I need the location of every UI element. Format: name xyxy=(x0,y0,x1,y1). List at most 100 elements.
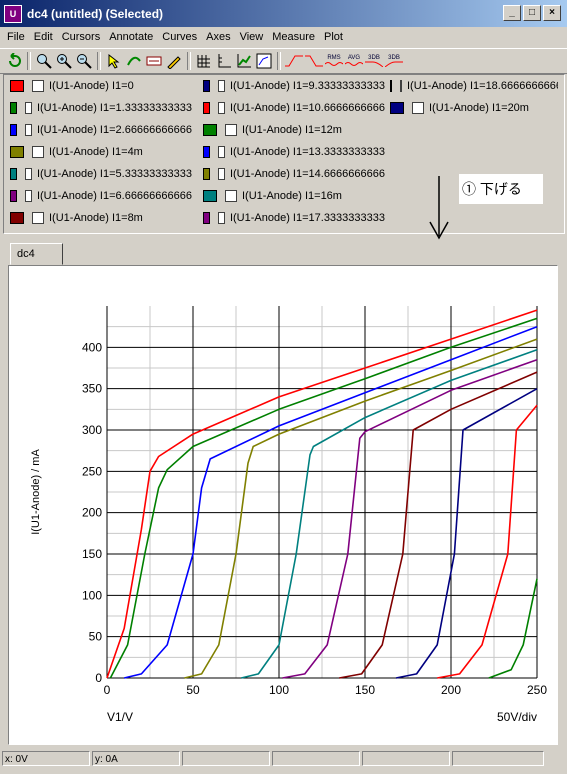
x-tick-label: 150 xyxy=(355,683,375,697)
legend-item[interactable]: I(U1-Anode) I1=4m xyxy=(10,144,192,160)
menu-cursors[interactable]: Cursors xyxy=(61,31,101,43)
x-scale-label: 50V/div xyxy=(497,710,537,724)
rms-icon[interactable]: RMS xyxy=(324,51,344,71)
legend-checkbox[interactable] xyxy=(25,124,32,136)
legend-item[interactable]: I(U1-Anode) I1=13.3333333333 xyxy=(203,144,385,160)
legend-swatch xyxy=(203,80,211,92)
legend-checkbox[interactable] xyxy=(218,80,225,92)
menu-annotate[interactable]: Annotate xyxy=(109,31,154,43)
select-curve-icon[interactable] xyxy=(124,51,144,71)
legend-label: I(U1-Anode) I1=12m xyxy=(242,124,342,136)
zoom-out-icon[interactable] xyxy=(74,51,94,71)
legend-swatch xyxy=(10,190,18,202)
menu-edit[interactable]: Edit xyxy=(33,31,53,43)
legend-item[interactable]: I(U1-Anode) I1=16m xyxy=(203,188,385,204)
legend-checkbox[interactable] xyxy=(218,168,225,180)
legend-item[interactable]: I(U1-Anode) I1=14.6666666666 xyxy=(203,166,385,182)
status-pane-6 xyxy=(452,751,544,766)
edit-curve-icon[interactable] xyxy=(164,51,184,71)
legend-item[interactable]: I(U1-Anode) I1=5.33333333333 xyxy=(10,166,192,182)
maximize-button[interactable]: □ xyxy=(523,5,541,21)
rms-label: RMS xyxy=(327,55,341,61)
legend-checkbox[interactable] xyxy=(225,124,237,136)
fall-time-icon[interactable] xyxy=(304,51,324,71)
x-axis-label: V1/V xyxy=(107,710,133,724)
legend-checkbox[interactable] xyxy=(32,146,44,158)
close-button[interactable]: × xyxy=(543,5,561,21)
menu-view[interactable]: View xyxy=(239,31,264,43)
y-tick-label: 150 xyxy=(82,547,102,561)
legend-swatch xyxy=(10,168,18,180)
legend-swatch xyxy=(10,212,24,224)
window-title: dc4 (untitled) (Selected) xyxy=(27,6,164,21)
series-line-1 xyxy=(106,309,538,679)
title-bar[interactable]: U dc4 (untitled) (Selected) _ □ × xyxy=(0,0,567,27)
legend-checkbox[interactable] xyxy=(218,102,225,114)
legend-label: I(U1-Anode) I1=5.33333333333 xyxy=(36,168,192,180)
legend-checkbox[interactable] xyxy=(400,80,402,92)
legend-item[interactable]: I(U1-Anode) I1=6.66666666666 xyxy=(10,188,192,204)
plot-area[interactable]: 0 50 100 150 200 250 0 50 100 150 200 250 300 350 400 I… xyxy=(8,265,558,745)
legend-checkbox[interactable] xyxy=(412,102,424,114)
legend-checkbox[interactable] xyxy=(32,212,44,224)
legend-checkbox[interactable] xyxy=(25,102,32,114)
3db-label-2: 3DB xyxy=(388,55,400,61)
legend-swatch xyxy=(203,212,211,224)
series-line-8 xyxy=(395,388,538,679)
legend-label: I(U1-Anode) I1=1.33333333333 xyxy=(36,102,192,114)
toolbar: RMS AVG 3DB 3DB xyxy=(0,48,567,74)
legend-item[interactable]: I(U1-Anode) I1=12m xyxy=(203,122,385,138)
minimize-button[interactable]: _ xyxy=(503,5,521,21)
plot-manager-icon[interactable] xyxy=(254,51,274,71)
series-line-7 xyxy=(339,371,538,679)
legend-label: I(U1-Anode) I1=17.3333333333 xyxy=(229,212,385,224)
legend-checkbox[interactable] xyxy=(218,212,225,224)
legend-swatch xyxy=(390,80,392,92)
rise-time-icon[interactable] xyxy=(284,51,304,71)
text-label-icon[interactable] xyxy=(144,51,164,71)
menu-axes[interactable]: Axes xyxy=(206,31,231,43)
bandwidth-high-icon[interactable]: 3DB xyxy=(384,51,404,71)
legend-item[interactable]: I(U1-Anode) I1=0 xyxy=(10,78,192,94)
y-tick-label: 100 xyxy=(82,588,102,602)
legend-checkbox[interactable] xyxy=(225,190,237,202)
legend-swatch xyxy=(390,102,404,114)
legend-item[interactable]: I(U1-Anode) I1=2.66666666666 xyxy=(10,122,192,138)
app-icon: U xyxy=(4,4,22,23)
y-tick-label: 0 xyxy=(95,671,102,685)
cursor-icon[interactable] xyxy=(104,51,124,71)
bandwidth-low-icon[interactable]: 3DB xyxy=(364,51,384,71)
zoom-icon[interactable] xyxy=(34,51,54,71)
tab-dc4[interactable]: dc4 (I(U1-Anode)) xyxy=(10,243,64,300)
legend-item[interactable]: I(U1-Anode) I1=20m xyxy=(390,100,558,116)
chart-icon[interactable] xyxy=(234,51,254,71)
undo-icon[interactable] xyxy=(4,51,24,71)
legend-item[interactable]: I(U1-Anode) I1=18.6666666666 xyxy=(390,78,558,94)
legend-item[interactable]: I(U1-Anode) I1=1.33333333333 xyxy=(10,100,192,116)
status-y: y: 0A xyxy=(92,751,180,766)
legend-checkbox[interactable] xyxy=(218,146,225,158)
legend-panel: I(U1-Anode) I1=0 I(U1-Anode) I1=1.3333333… xyxy=(3,74,565,234)
legend-swatch xyxy=(203,124,217,136)
legend-checkbox[interactable] xyxy=(25,190,32,202)
grid-icon[interactable] xyxy=(194,51,214,71)
average-icon[interactable]: AVG xyxy=(344,51,364,71)
legend-item[interactable]: I(U1-Anode) I1=17.3333333333 xyxy=(203,210,385,226)
y-tick-label: 300 xyxy=(82,423,102,437)
menu-plot[interactable]: Plot xyxy=(324,31,343,43)
legend-label: I(U1-Anode) I1=4m xyxy=(49,146,143,158)
series-line-3 xyxy=(124,325,538,679)
menu-file[interactable]: File xyxy=(7,31,25,43)
legend-label: I(U1-Anode) I1=8m xyxy=(49,212,143,224)
menu-curves[interactable]: Curves xyxy=(162,31,198,43)
axis-icon[interactable] xyxy=(214,51,234,71)
legend-item[interactable]: I(U1-Anode) I1=9.33333333333 xyxy=(203,78,385,94)
legend-checkbox[interactable] xyxy=(32,80,44,92)
legend-item[interactable]: I(U1-Anode) I1=8m xyxy=(10,210,192,226)
menu-measure[interactable]: Measure xyxy=(272,31,316,43)
zoom-in-icon[interactable] xyxy=(54,51,74,71)
legend-checkbox[interactable] xyxy=(25,168,32,180)
legend-item[interactable]: I(U1-Anode) I1=10.6666666666 xyxy=(203,100,385,116)
chart[interactable]: 0 50 100 150 200 250 0 50 100 150 200 250 300 350 400 I… xyxy=(9,266,557,744)
annotation-note: ① 下げる xyxy=(459,174,543,204)
